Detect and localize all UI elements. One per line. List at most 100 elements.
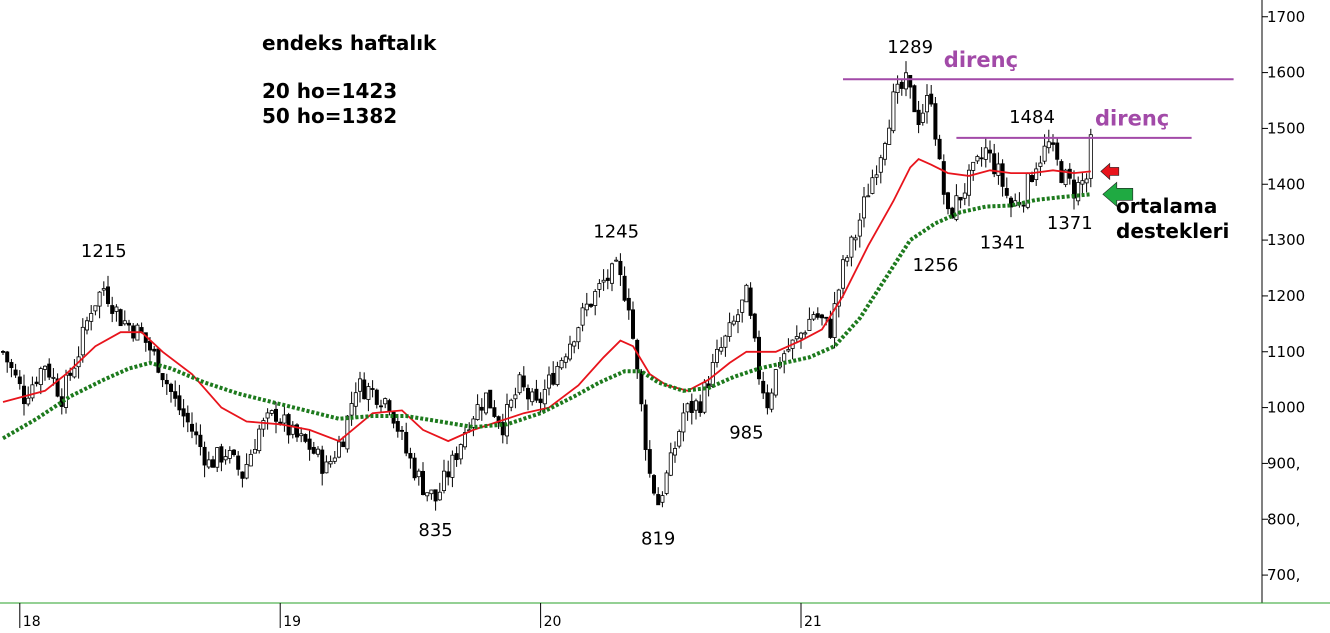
candle-body [55,378,60,397]
candle-body [231,449,236,456]
candle-body [673,448,678,456]
candle-body [605,277,610,281]
candle-body [475,404,480,420]
candle-body [324,461,329,474]
candle-body [626,297,631,311]
candle-body [639,371,644,405]
candle-body [454,453,459,461]
candle-body [47,363,52,378]
candle-body [941,161,946,195]
candle-body [294,424,299,438]
x-tick-label: 19 [283,614,301,628]
support-label-line2: destekleri [1116,219,1229,243]
resistance-label: direnç [1095,107,1169,131]
candle-body [273,408,278,422]
candle-body [874,174,879,178]
candle-body [269,410,274,414]
y-tick-label: 1000 [1267,399,1305,417]
candle-body [555,365,560,386]
candle-body [786,349,791,352]
candle-body [769,392,774,410]
candle-body [681,412,686,433]
candle-body [446,471,451,478]
candle-body [471,418,476,428]
candle-body [173,391,178,399]
candle-body [488,389,493,409]
candle-body [252,449,257,454]
candle-body [757,336,762,380]
candle-body [30,384,35,399]
candlestick-series [0,61,1093,511]
candle-body [189,423,194,432]
candle-body [773,369,778,396]
candle-body [1063,169,1068,186]
candle-body [106,286,111,304]
x-tick-label: 20 [544,614,562,628]
candle-body [13,369,18,376]
candle-body [652,475,657,494]
candle-body [156,348,161,373]
candle-body [261,420,266,430]
candle-body [500,422,505,436]
candle-body [1000,163,1005,187]
candle-body [962,192,967,199]
candle-body [664,472,669,494]
candle-body [80,326,85,356]
candle-body [160,373,165,381]
candle-body [744,284,749,303]
candle-body [93,305,98,312]
candle-body [597,283,602,290]
chart-title: endeks haftalık [262,31,437,55]
candle-body [412,457,417,479]
candle-body [68,372,73,376]
candle-body [152,348,157,352]
price-annotations: 1215 1245 835 819 985 1289 1256 1484 1341 1371 [81,37,1093,549]
candle-body [265,412,270,419]
candle-body [841,259,846,289]
candle-body [479,406,484,411]
candle-body [589,303,594,307]
y-tick-label: 800, [1267,510,1300,528]
candle-body [1004,188,1009,196]
candle-body [114,306,119,312]
candle-body [110,305,115,314]
candle-body [433,489,438,502]
candle-body [387,400,392,412]
candle-body [933,103,938,140]
candle-body [782,353,787,362]
candle-body [147,340,152,351]
candle-body [853,237,858,241]
candle-body [206,459,211,468]
candle-body [723,335,728,348]
candle-body [601,279,606,283]
green-arrow-icon [1102,181,1134,207]
candle-body [362,379,367,400]
y-tick-label: 1300 [1267,231,1305,249]
candle-body [794,336,799,340]
candle-body [240,471,245,479]
candle-body [988,149,993,154]
candle-body [1042,145,1047,162]
candle-body [572,341,577,347]
candle-body [349,403,354,416]
y-tick-label: 1700 [1267,8,1305,26]
candle-body [731,320,736,325]
candle-body [542,389,547,405]
candle-body [290,424,295,435]
candle-body [0,351,6,353]
ma20-line [2,158,1091,443]
ma20-label: 20 ho=1423 [262,79,397,103]
candle-body [202,446,207,466]
candle-body [328,461,333,465]
candle-body [21,385,26,405]
y-tick-label: 1100 [1267,343,1305,361]
candle-body [538,398,543,404]
candle-body [315,448,320,455]
candle-body [878,157,883,173]
candle-body [521,375,526,388]
candle-body [559,360,564,369]
resistance-lines: direnç direnç [843,48,1234,139]
candle-body [618,260,623,276]
